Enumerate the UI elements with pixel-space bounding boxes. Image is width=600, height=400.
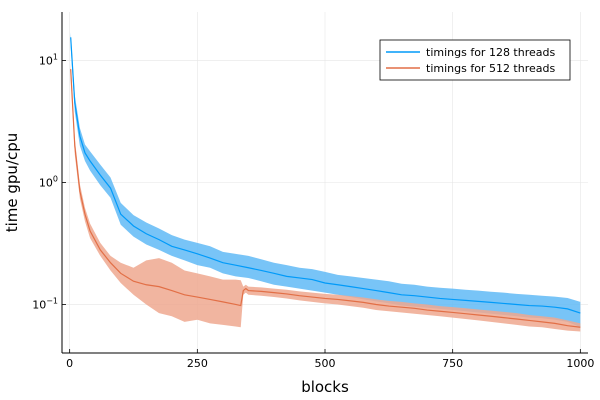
series-lines [70,37,581,328]
legend: timings for 128 threads timings for 512 … [379,39,571,81]
x-tick-label-0: 0 [66,357,73,370]
y-tick-label-2: 101 [39,53,58,68]
x-tick-label-4: 1000 [566,357,594,370]
x-tick-label-1: 250 [187,357,208,370]
y-tick-label-0: 10−1 [32,296,58,311]
x-tick-label-3: 750 [442,357,463,370]
tick-labels: 0 250 500 750 1000 10−1 100 101 [32,53,594,370]
y-tick-label-1: 100 [39,175,58,190]
x-tick-label-2: 500 [315,357,336,370]
y-axis-label: time gpu/cpu [3,133,21,233]
legend-label-512-threads: timings for 512 threads [426,62,555,75]
legend-label-128-threads: timings for 128 threads [426,46,555,59]
line-series-0 [70,37,581,314]
x-axis-label: blocks [301,378,349,396]
legend-box [379,39,571,81]
line-series-1 [70,69,581,328]
